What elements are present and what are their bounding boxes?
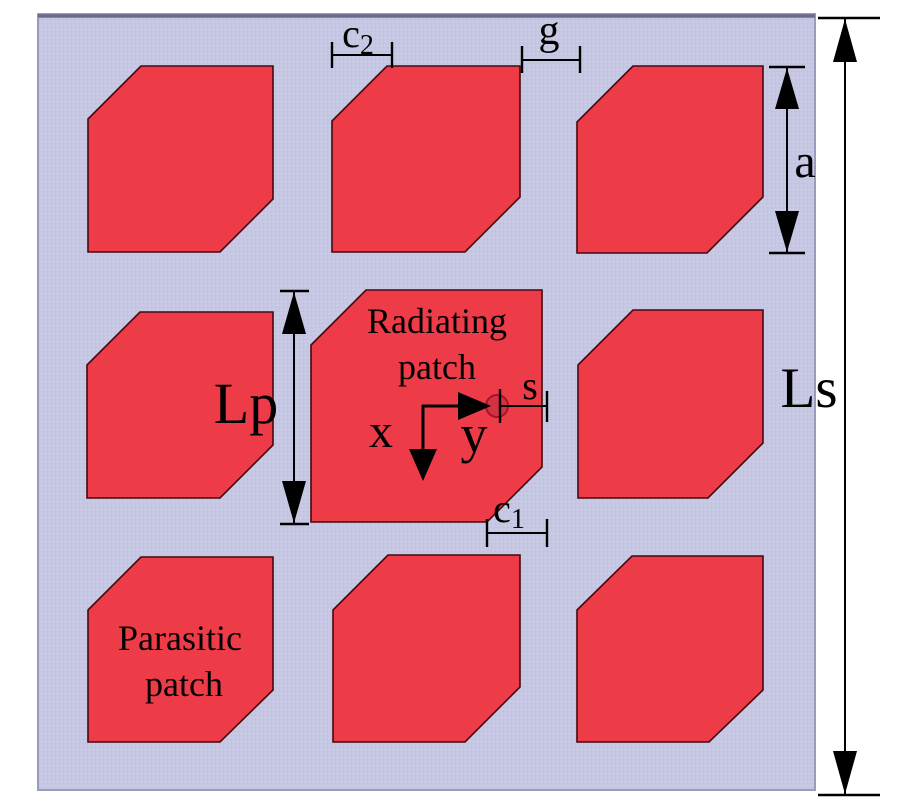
parasitic-patch-top-right [576, 65, 764, 254]
dim-c1-label: c1 [493, 486, 525, 535]
axis-y-label: y [461, 404, 488, 464]
parasitic-patch-bottom-center [332, 554, 521, 743]
dim-lp: Lp [214, 289, 309, 526]
dim-a-arrowhead-top [775, 68, 799, 109]
parasitic-patch-bottom-left [87, 556, 274, 743]
label-parasitic-patch: Parasitic patch [118, 618, 242, 704]
parasitic-patch-label-line1: Parasitic [118, 618, 242, 658]
axis-x-label: x [369, 405, 393, 458]
parasitic-patch-middle-left [86, 311, 274, 499]
dim-ls: Ls [781, 16, 880, 797]
axis-y-arrowhead [458, 392, 491, 420]
dim-ls-arrowhead-top [833, 19, 857, 62]
parasitic-patch-middle-right [577, 309, 764, 499]
radiating-patch-label-line2: patch [398, 347, 476, 387]
dim-c1: c1 [485, 486, 549, 547]
label-radiating-patch: Radiating patch [367, 301, 507, 387]
dim-s: s [498, 363, 549, 423]
dim-lp-label: Lp [214, 371, 278, 436]
parasitic-patch-label-line2: patch [145, 664, 223, 704]
dim-a-arrowhead-bottom [775, 211, 799, 252]
parasitic-patch-top-center [331, 65, 521, 253]
dim-c2: c2 [330, 11, 394, 68]
coordinate-axes: x y [369, 392, 491, 481]
radiating-patch-label-line1: Radiating [367, 301, 507, 341]
dim-c2-label: c2 [342, 11, 374, 61]
dim-s-label: s [522, 363, 538, 408]
parasitic-patch-top-left [87, 65, 274, 253]
dim-lp-arrowhead-bottom [282, 481, 306, 523]
dim-ls-label: Ls [781, 357, 838, 420]
dim-a-label: a [794, 135, 815, 188]
dim-a: a [769, 65, 816, 255]
dim-ls-arrowhead-bottom [833, 751, 857, 794]
axis-x-arrowhead [409, 449, 437, 481]
dim-g-label: g [539, 8, 560, 54]
dim-g: g [520, 8, 582, 73]
dim-lp-arrowhead-top [282, 292, 306, 334]
parasitic-patch-bottom-right [576, 555, 764, 743]
